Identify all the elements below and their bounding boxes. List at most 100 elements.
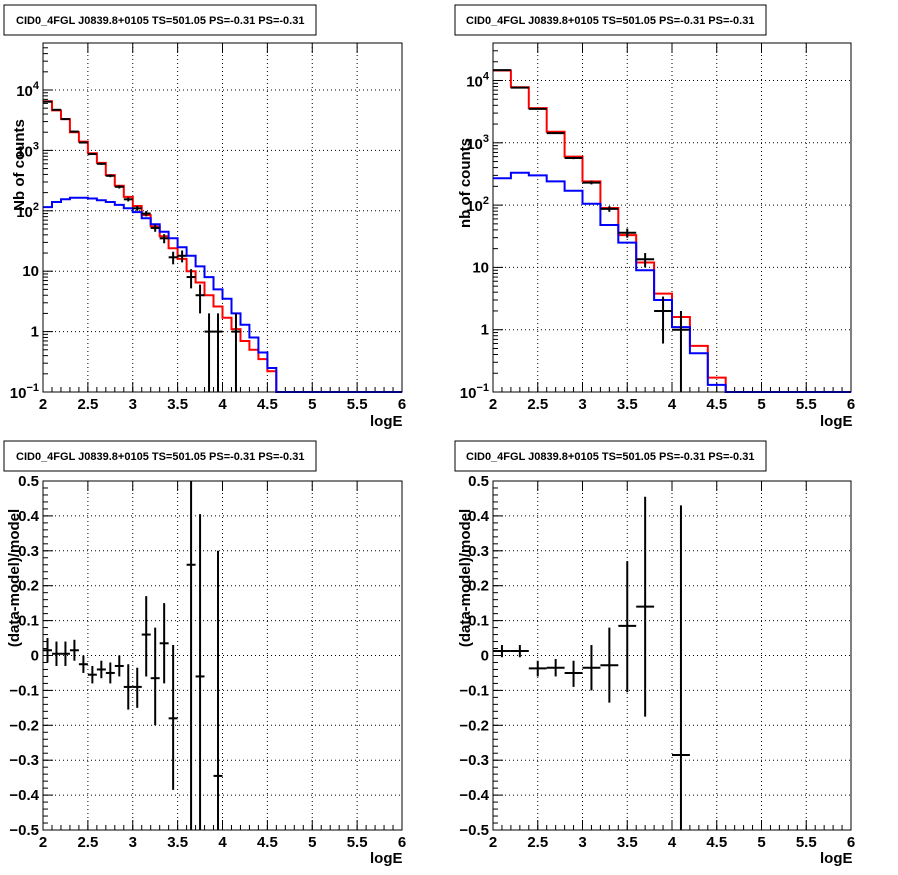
residuals-points xyxy=(493,496,690,830)
x-tick-label: 4.5 xyxy=(257,396,278,413)
x-tick-label: 3.5 xyxy=(167,834,188,851)
x-tick-label: 5 xyxy=(757,396,765,413)
y-tick-label: 0.2 xyxy=(18,578,39,595)
y-tick-label: −0.2 xyxy=(9,717,39,734)
y-tick-label: 102 xyxy=(466,195,489,215)
y-tick-label: 0 xyxy=(481,648,489,665)
x-tick-label: 6 xyxy=(398,834,406,851)
x-tick-label: 2.5 xyxy=(77,834,98,851)
x-tick-label: 4.5 xyxy=(706,834,727,851)
panel-title: CID0_4FGL J0839.8+0105 TS=501.05 PS=-0.3… xyxy=(16,451,304,463)
title-box xyxy=(454,4,767,36)
data-points xyxy=(43,100,241,392)
x-tick-label: 2 xyxy=(489,396,497,413)
panel-title: CID0_4FGL J0839.8+0105 TS=501.05 PS=-0.3… xyxy=(16,15,304,27)
title-box xyxy=(454,440,767,472)
x-tick-label: 5 xyxy=(308,396,316,413)
y-tick-label: −0.4 xyxy=(9,787,39,804)
tick-labels: 2 2.5 3 3.5 4 4.5 5 5.5 6 0.5 0.4 0.3 0.2 0.1 0 −0.1 −0.… xyxy=(9,473,406,851)
x-tick-label: 5.5 xyxy=(796,396,817,413)
panel-title: CID0_4FGL J0839.8+0105 TS=501.05 PS=-0.3… xyxy=(466,451,754,463)
y-tick-label: 0.4 xyxy=(468,508,490,525)
y-tick-label: −0.5 xyxy=(9,822,39,839)
plot-area xyxy=(42,480,403,831)
y-tick-label: 0.4 xyxy=(18,508,40,525)
y-tick-label: 0.1 xyxy=(18,613,39,630)
counts-panel-right: 2 2.5 3 3.5 4 4.5 5 5.5 610410310210110−1CID0_4F… xyxy=(454,4,855,430)
grid xyxy=(492,43,852,393)
x-tick-label: 4 xyxy=(218,834,227,851)
y-tick-label: 10 xyxy=(22,263,39,280)
y-tick-label: −0.4 xyxy=(459,787,489,804)
residuals-points xyxy=(43,481,223,830)
y-tick-label: 1 xyxy=(31,324,39,341)
plot-area xyxy=(42,42,403,393)
y-tick-label: 10 xyxy=(472,259,489,276)
y-tick-label: −0.3 xyxy=(459,752,489,769)
y-tick-label: 104 xyxy=(16,80,40,100)
y-tick-label: 104 xyxy=(466,71,490,91)
y-axis-label: nb of counts xyxy=(457,138,474,228)
plot-background xyxy=(43,481,402,830)
x-axis-label: logE xyxy=(820,850,853,867)
x-tick-label: 5.5 xyxy=(796,834,817,851)
counts-panel-left: 2 2.5 3 3.5 4 4.5 5 5.5 610410310210110−1CID0_4F… xyxy=(3,4,406,430)
residual-panel-right: 2 2.5 3 3.5 4 4.5 5 5.5 6 0.5 0.4 0.3 0.2 0.1 0 −0.1 −0.… xyxy=(454,440,855,867)
y-tick-label: −0.1 xyxy=(9,682,39,699)
y-tick-label: −0.5 xyxy=(459,822,489,839)
x-tick-label: 3.5 xyxy=(617,396,638,413)
tick-labels: 2 2.5 3 3.5 4 4.5 5 5.5 6 0.5 0.4 0.3 0.2 0.1 0 −0.1 −0.… xyxy=(459,473,855,851)
y-axis-label: (data-model)/model xyxy=(6,509,23,647)
x-tick-label: 2 xyxy=(39,834,47,851)
x-tick-label: 3.5 xyxy=(167,396,188,413)
plot-frame xyxy=(492,42,852,393)
plot-frame xyxy=(42,42,403,393)
y-tick-label: 103 xyxy=(466,133,489,153)
y-tick-label: −0.3 xyxy=(9,752,39,769)
x-tick-label: 2.5 xyxy=(527,834,548,851)
y-tick-label: 10−1 xyxy=(10,382,39,402)
x-tick-label: 3 xyxy=(578,834,586,851)
x-tick-label: 4 xyxy=(668,396,677,413)
plot-background xyxy=(493,481,851,830)
y-axis-label: (data-model)/model xyxy=(457,509,474,647)
x-tick-label: 3.5 xyxy=(617,834,638,851)
x-tick-label: 4.5 xyxy=(706,396,727,413)
y-tick-label: −0.2 xyxy=(459,717,489,734)
plot-area xyxy=(492,42,852,393)
plot-frame xyxy=(42,480,403,831)
y-tick-label: 1 xyxy=(481,322,489,339)
y-tick-label: 0.5 xyxy=(18,473,39,490)
x-tick-label: 2.5 xyxy=(527,396,548,413)
x-tick-label: 2.5 xyxy=(77,396,98,413)
x-tick-label: 2 xyxy=(489,834,497,851)
x-axis-label: logE xyxy=(370,850,403,867)
x-tick-label: 3 xyxy=(129,396,137,413)
y-tick-label: 0.2 xyxy=(468,578,489,595)
panel-title: CID0_4FGL J0839.8+0105 TS=501.05 PS=-0.3… xyxy=(466,15,754,27)
y-tick-label: 0.3 xyxy=(468,543,489,560)
y-tick-label: 0 xyxy=(31,648,39,665)
y-tick-label: 0.1 xyxy=(468,613,489,630)
x-axis-label: logE xyxy=(820,413,853,430)
x-tick-label: 6 xyxy=(847,396,855,413)
y-axis-label: Nb of counts xyxy=(11,119,28,211)
residual-panel-left: 2 2.5 3 3.5 4 4.5 5 5.5 6 0.5 0.4 0.3 0.2 0.1 0 −0.1 −0.… xyxy=(3,440,406,867)
x-axis-label: logE xyxy=(370,413,403,430)
x-tick-label: 5.5 xyxy=(347,834,368,851)
x-tick-label: 6 xyxy=(398,396,406,413)
x-tick-label: 4 xyxy=(218,396,227,413)
x-tick-label: 5 xyxy=(308,834,316,851)
plot-background xyxy=(493,43,851,392)
y-tick-label: 10−1 xyxy=(460,382,489,402)
x-tick-label: 3 xyxy=(578,396,586,413)
y-tick-label: 0.5 xyxy=(468,473,489,490)
y-tick-label: −0.1 xyxy=(459,682,489,699)
y-tick-label: 102 xyxy=(16,201,39,221)
x-tick-label: 5 xyxy=(757,834,765,851)
title-box xyxy=(3,440,317,472)
x-tick-label: 2 xyxy=(39,396,47,413)
